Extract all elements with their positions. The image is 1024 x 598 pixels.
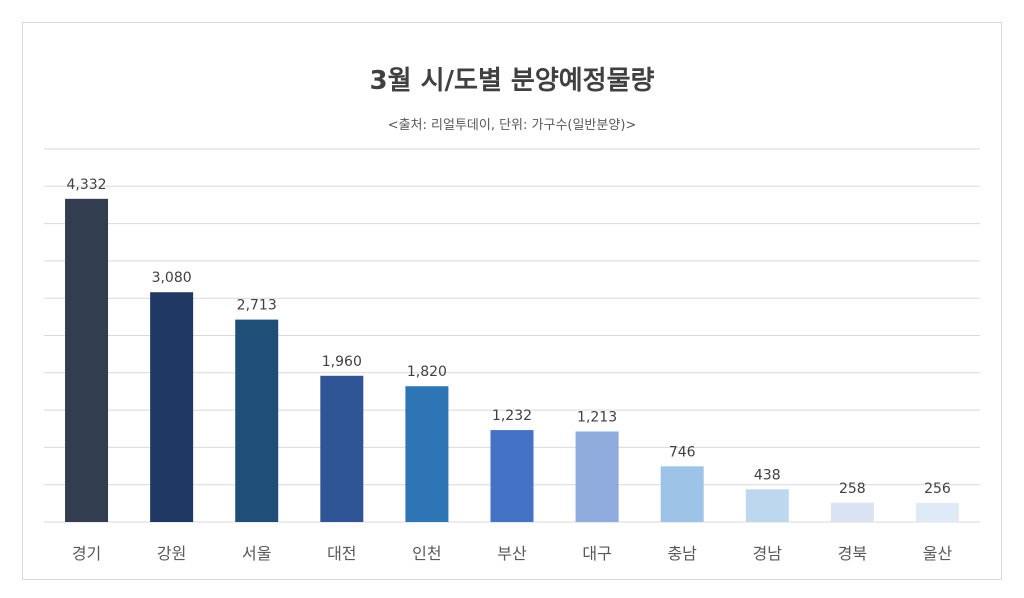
category-label-10: 울산: [923, 544, 953, 563]
bar-6: [575, 431, 619, 522]
category-label-9: 경북: [838, 544, 867, 563]
data-label-3: 1,960: [322, 354, 362, 370]
data-label-7: 746: [669, 444, 696, 460]
bar-9: [830, 502, 874, 522]
category-label-2: 서울: [242, 544, 271, 563]
data-label-10: 256: [924, 481, 951, 497]
data-label-4: 1,820: [407, 364, 447, 380]
bar-2: [235, 319, 279, 522]
category-label-5: 부산: [497, 544, 527, 563]
category-label-0: 경기: [72, 544, 101, 563]
category-label-8: 경남: [753, 544, 783, 563]
data-label-1: 3,080: [152, 270, 192, 286]
category-label-7: 충남: [667, 544, 697, 563]
data-label-0: 4,332: [66, 177, 106, 193]
bar-0: [65, 198, 109, 522]
bar-8: [745, 489, 789, 522]
category-label-6: 대구: [582, 544, 611, 563]
chart-title: 3월 시/도별 분양예정물량: [369, 66, 655, 96]
data-label-9: 258: [839, 481, 866, 497]
chart-subtitle: <출처: 리얼투데이, 단위: 가구수(일반분양)>: [387, 118, 637, 133]
bar-5: [490, 430, 534, 522]
bar-1: [150, 292, 194, 522]
category-label-4: 인천: [412, 544, 441, 563]
bar-7: [660, 466, 704, 522]
category-label-3: 대전: [327, 544, 356, 563]
bar-3: [320, 375, 364, 522]
bar-10: [915, 502, 959, 522]
bar-4: [405, 386, 449, 522]
data-label-8: 438: [754, 467, 781, 483]
data-label-5: 1,232: [492, 408, 532, 424]
data-label-2: 2,713: [237, 298, 277, 314]
data-label-6: 1,213: [577, 410, 617, 426]
category-label-1: 강원: [157, 544, 186, 563]
